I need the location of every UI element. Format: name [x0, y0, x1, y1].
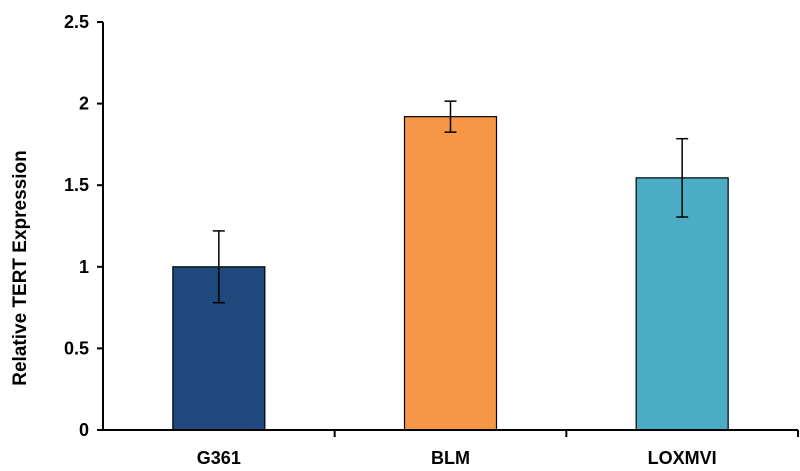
error-bar-g361: [212, 230, 225, 304]
y-tick-label: 1.5: [64, 175, 89, 195]
bars: [172, 116, 729, 431]
x-tick-label-blm: BLM: [431, 448, 470, 468]
bar-loxmvi: [635, 177, 729, 431]
y-tick-label: 2.5: [64, 12, 89, 32]
error-bars: [212, 100, 689, 304]
x-axis-ticks: G361 BLM LOXMVI: [197, 430, 799, 468]
y-axis-ticks: 0 0.5 1 1.5 2 2.5: [64, 12, 103, 440]
x-tick-label-g361: G361: [197, 448, 241, 468]
bar-blm: [403, 116, 498, 431]
error-bar-blm: [444, 100, 457, 133]
y-tick-label: 2: [79, 94, 89, 114]
y-tick-label: 1: [79, 257, 89, 277]
y-tick-label: 0: [79, 420, 89, 440]
error-bar-loxmvi: [676, 137, 689, 218]
y-axis-title: Relative TERT Expression: [10, 150, 31, 385]
x-tick-label-loxmvi: LOXMVI: [648, 448, 717, 468]
y-tick-label: 0.5: [64, 338, 89, 358]
